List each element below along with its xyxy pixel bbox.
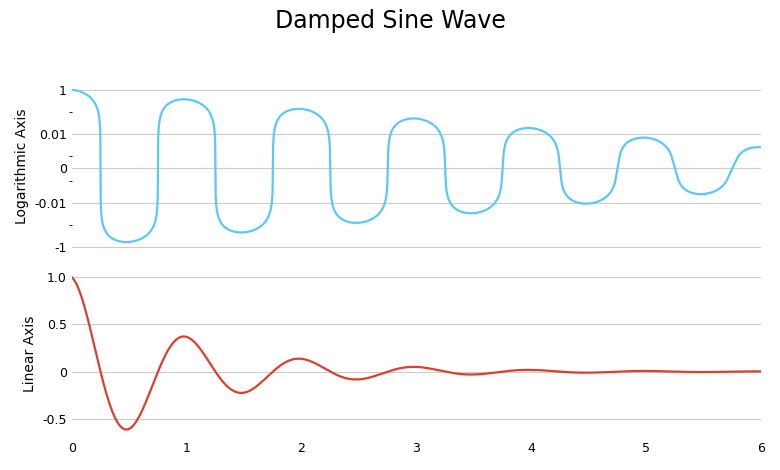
Y-axis label: Logarithmic Axis: Logarithmic Axis — [15, 108, 29, 224]
Y-axis label: Linear Axis: Linear Axis — [23, 315, 37, 392]
Text: Damped Sine Wave: Damped Sine Wave — [275, 9, 505, 33]
